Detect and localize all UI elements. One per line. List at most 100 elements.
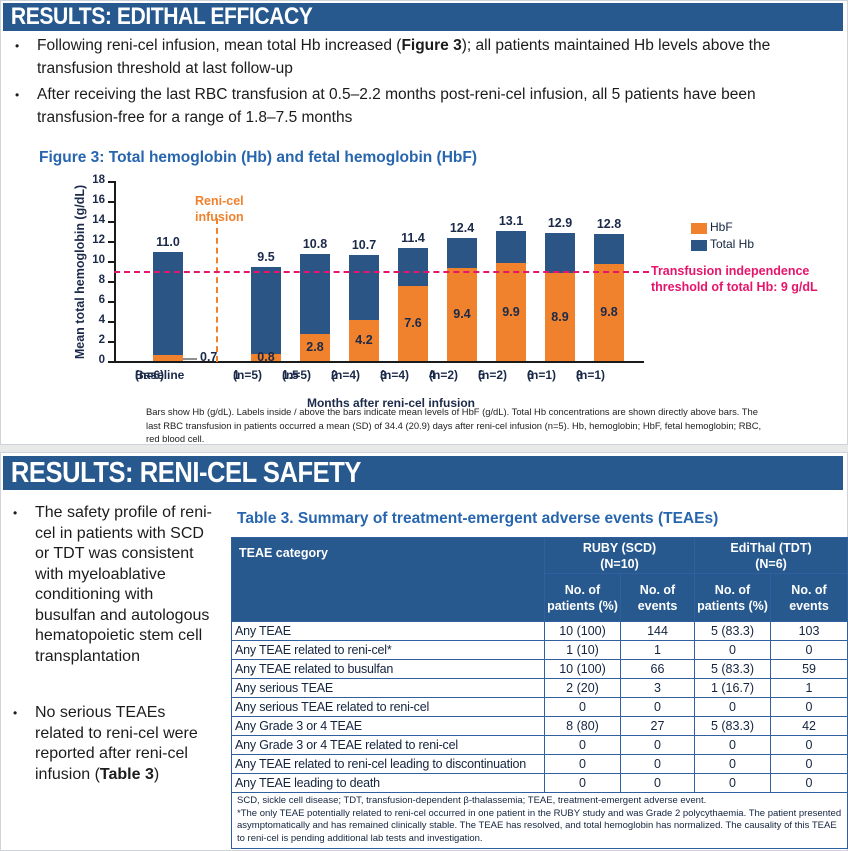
bullet-text: No serious TEAEs related to reni-cel wer… xyxy=(35,704,198,783)
safety-header-title: RESULTS: RENI-CEL SAFETY xyxy=(10,457,361,489)
table-row: Any serious TEAE related to reni-cel 0 0 0 0 xyxy=(231,697,848,717)
value-cell: 0 xyxy=(544,773,621,793)
value-cell: 0 xyxy=(770,754,848,774)
table-title: Table 3. Summary of treatment-emergent a… xyxy=(237,510,719,527)
teae-category-cell: Any TEAE related to busulfan xyxy=(231,659,545,679)
value-cell: 0 xyxy=(770,773,848,793)
value-cell: 0 xyxy=(694,735,772,755)
bar-totalhb-segment xyxy=(251,267,281,354)
bar-totalhb-segment xyxy=(153,252,183,355)
value-cell: 10 (100) xyxy=(544,621,621,641)
teae-category-cell: Any serious TEAE xyxy=(231,678,545,698)
y-axis-title: Mean total hemoglobin (g/dL) xyxy=(73,184,87,360)
bar-hbf-label: 0.7 xyxy=(200,349,218,364)
value-cell: 0 xyxy=(544,735,621,755)
efficacy-header-banner: RESULTS: EDITHAL EFFICACY xyxy=(3,3,843,31)
y-tick-mark xyxy=(108,181,115,183)
y-tick-mark xyxy=(108,201,115,203)
bar-hbf-label: 9.8 xyxy=(600,305,618,319)
x-axis-line xyxy=(114,361,644,363)
legend-swatch-total-hb xyxy=(691,240,707,251)
y-tick-mark xyxy=(108,261,115,263)
y-tick-label: 6 xyxy=(98,294,105,306)
value-cell: 1 (16.7) xyxy=(694,678,772,698)
table-row: Any Grade 3 or 4 TEAE related to reni-ce… xyxy=(231,735,848,755)
legend-label: Total Hb xyxy=(710,237,755,251)
edithal-group-header: EdiThal (TDT) (N=6) xyxy=(694,537,848,574)
bar-total-label: 9.5 xyxy=(257,250,275,264)
bullet-item: • After receiving the last RBC transfusio… xyxy=(11,84,825,129)
value-cell: 10 (100) xyxy=(544,659,621,679)
bar-totalhb-segment xyxy=(349,255,379,320)
teae-category-cell: Any Grade 3 or 4 TEAE xyxy=(231,716,545,736)
value-cell: 1 (10) xyxy=(544,640,621,660)
value-cell: 0 xyxy=(770,640,848,660)
efficacy-header-title: RESULTS: EDITHAL EFFICACY xyxy=(10,3,313,30)
y-tick-label: 0 xyxy=(98,354,105,366)
value-cell: 42 xyxy=(770,716,848,736)
threshold-label: Transfusion independence threshold of to… xyxy=(651,264,818,294)
value-cell: 0 xyxy=(619,697,696,717)
value-cell: 5 (83.3) xyxy=(694,716,772,736)
bullet-marker: • xyxy=(15,88,20,102)
bar-hbf-label: 2.8 xyxy=(306,340,324,354)
value-cell: 59 xyxy=(770,659,848,679)
bullet-text: After receiving the last RBC transfusion… xyxy=(37,86,756,126)
table-footnote-row: SCD, sickle cell disease; TDT, transfusi… xyxy=(230,791,848,850)
efficacy-bullet-list: • Following reni-cel infusion, mean total… xyxy=(11,35,825,133)
col-header-edithal-events: No. of events xyxy=(770,573,848,622)
col-header-edithal-patients: No. of patients (%) xyxy=(694,573,772,622)
value-cell: 2 (20) xyxy=(544,678,621,698)
safety-section: RESULTS: RENI-CEL SAFETY • The safety pro… xyxy=(0,452,848,851)
safety-header-banner: RESULTS: RENI-CEL SAFETY xyxy=(3,456,843,490)
teae-category-header: TEAE category xyxy=(231,537,545,622)
value-cell: 0 xyxy=(770,735,848,755)
y-tick-label: 4 xyxy=(98,314,105,326)
infusion-line xyxy=(216,218,218,362)
bar-hbf-segment xyxy=(398,286,428,362)
teae-category-cell: Any TEAE related to reni-cel leading to … xyxy=(231,754,545,774)
bar-total-label: 10.7 xyxy=(351,238,377,252)
bullet-item: • No serious TEAEs related to reni-cel we… xyxy=(9,703,214,785)
bar-totalhb-segment xyxy=(545,233,575,273)
col-header-ruby-patients: No. of patients (%) xyxy=(544,573,621,622)
y-tick-label: 10 xyxy=(92,254,105,266)
ruby-group-name: RUBY (SCD) xyxy=(582,540,657,555)
table-row: Any TEAE related to reni-cel* 1 (10) 1 0 0 xyxy=(231,640,848,660)
table-subheader-row: No. of patients (%) No. of events No. of… xyxy=(232,573,848,622)
bar-hbf-segment xyxy=(447,268,477,362)
y-tick-mark xyxy=(108,341,115,343)
table-row: Any TEAE leading to death 0 0 0 0 xyxy=(231,773,848,793)
y-tick-label: 18 xyxy=(92,174,105,186)
table-row: Any serious TEAE 2 (20) 3 1 (16.7) 1 xyxy=(231,678,848,698)
table-row: Any TEAE 10 (100) 144 5 (83.3) 103 xyxy=(231,621,848,641)
x-axis-title: Months after reni-cel infusion xyxy=(306,396,475,410)
table-group-header-row: TEAE category RUBY (SCD) (N=10) EdiThal … xyxy=(231,537,848,622)
bullet-text: The safety profile of reni-cel in patien… xyxy=(35,504,212,665)
value-cell: 103 xyxy=(770,621,848,641)
figure-title: Figure 3: Total hemoglobin (Hb) and feta… xyxy=(39,149,477,166)
baseline-hbf-callout-line xyxy=(183,357,197,360)
ruby-group-n: (N=10) xyxy=(600,556,639,571)
teae-category-cell: Any TEAE leading to death xyxy=(231,773,545,793)
y-tick-label: 2 xyxy=(98,334,105,346)
bullet-marker: • xyxy=(15,39,20,53)
value-cell: 0 xyxy=(694,697,772,717)
teae-summary-table: TEAE category RUBY (SCD) (N=10) EdiThal … xyxy=(230,537,848,850)
figure-footnote: Bars show Hb (g/dL). Labels inside / abo… xyxy=(146,406,762,444)
bar-hbf-segment xyxy=(594,264,624,362)
table-footnote-asterisk: *The only TEAE potentially related to re… xyxy=(237,807,842,844)
y-tick-mark xyxy=(108,241,115,243)
y-tick-mark xyxy=(108,301,115,303)
bullet-item: • Following reni-cel infusion, mean total… xyxy=(11,35,825,80)
teae-category-cell: Any Grade 3 or 4 TEAE related to reni-ce… xyxy=(231,735,545,755)
bar-total-label: 12.4 xyxy=(449,221,475,235)
bar-hbf-segment xyxy=(496,263,526,362)
bar-hbf-label: 9.9 xyxy=(502,304,520,319)
value-cell: 27 xyxy=(619,716,696,736)
bullet-text: Following reni-cel infusion, mean total … xyxy=(37,37,771,77)
bar-total-label: 13.1 xyxy=(498,214,524,228)
hemoglobin-bar-chart: 0 2 4 6 8 10 12 14 16 18 Mean total hemoglobin (g/… xyxy=(1,1,848,446)
bar-totalhb-segment xyxy=(594,234,624,264)
bar-hbf-label: 8.9 xyxy=(551,309,569,324)
